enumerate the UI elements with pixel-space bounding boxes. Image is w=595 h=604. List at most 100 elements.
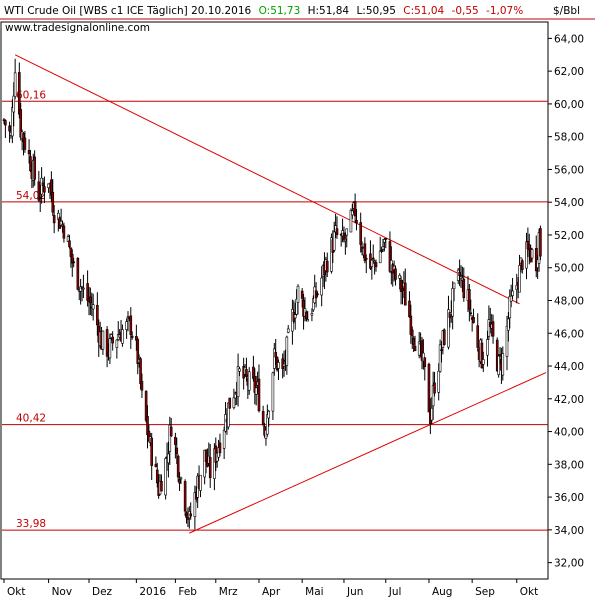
close-value: C:51,04: [403, 5, 444, 17]
candle-body: [193, 492, 197, 518]
candle-body: [27, 150, 31, 155]
candle-body: [29, 156, 32, 172]
candle-body: [472, 317, 475, 323]
y-tick-label: 42,00: [554, 394, 584, 406]
candle-body: [179, 477, 183, 480]
candle-body: [469, 312, 473, 315]
candle-body: [364, 258, 368, 260]
candle-body: [462, 278, 466, 299]
candle-body: [373, 260, 376, 263]
candle-body: [518, 265, 521, 293]
candle-body: [224, 414, 227, 432]
y-tick-label: 34,00: [554, 525, 584, 537]
candle-body: [52, 215, 56, 224]
change-value: -0,55: [452, 5, 479, 17]
candle-body: [139, 358, 142, 384]
candle-body: [121, 329, 124, 344]
candle-body: [325, 260, 329, 273]
candle-body: [18, 72, 21, 115]
candle-body: [310, 313, 314, 316]
candle-body: [408, 300, 411, 318]
candle-body: [410, 329, 414, 336]
candle-body: [380, 250, 383, 252]
candle-body: [105, 329, 109, 357]
x-tick-label: Jul: [388, 586, 402, 598]
candle-body: [370, 259, 374, 267]
candle-body: [509, 295, 513, 302]
trendlines: [14, 54, 547, 534]
candle-body: [274, 352, 277, 358]
candle-body: [86, 283, 89, 301]
candle-body: [293, 314, 297, 319]
candle-body: [199, 474, 202, 491]
candle-body: [282, 363, 286, 367]
candle-body: [125, 321, 128, 330]
candle-body: [384, 238, 388, 240]
y-tick-label: 50,00: [554, 263, 584, 275]
candle-body: [511, 290, 514, 296]
candle-body: [345, 228, 349, 236]
x-tick-label: Apr: [262, 586, 281, 598]
candle-body: [101, 330, 105, 350]
candle-body: [458, 272, 461, 276]
candle-body: [257, 378, 261, 412]
candle-body: [208, 457, 212, 479]
candle-body: [281, 358, 284, 369]
candle-body: [452, 282, 456, 290]
unit-label: $/Bbl: [553, 5, 580, 17]
candle-body: [521, 260, 524, 270]
candle-body: [491, 321, 495, 337]
y-tick-label: 36,00: [554, 492, 584, 504]
y-axis: 32,00 34,00 36,00 38,00 40,00 42,00 44,00 46,00…: [548, 33, 584, 570]
candle-body: [91, 304, 95, 310]
candle-body: [175, 447, 179, 454]
candle-body: [497, 355, 500, 375]
y-tick-label: 56,00: [554, 164, 584, 176]
candle-body: [378, 250, 382, 264]
candle-body: [261, 411, 265, 425]
candlesticks: [2, 58, 542, 530]
y-tick-label: 58,00: [554, 132, 584, 144]
candle-body: [43, 186, 46, 193]
header-line: WTI Crude Oil [WBS c1 ICE Täglich] 20.10…: [4, 5, 523, 17]
x-tick-label: Jun: [346, 586, 363, 598]
candle-body: [371, 257, 375, 260]
instrument-name: WTI Crude Oil [WBS c1 ICE Täglich] 20.10…: [4, 5, 252, 17]
candle-body: [437, 370, 441, 393]
candle-body: [332, 231, 336, 251]
candle-body: [476, 325, 480, 348]
candle-body: [312, 298, 315, 311]
candle-body: [96, 304, 99, 326]
y-tick-label: 60,00: [554, 99, 584, 111]
candle-body: [423, 357, 427, 367]
candle-body: [111, 336, 114, 344]
candle-body: [136, 339, 140, 365]
candle-body: [40, 177, 43, 195]
candle-body: [286, 328, 290, 333]
candle-body: [115, 339, 119, 348]
x-tick-label: Okt: [7, 586, 25, 598]
candle-body: [19, 109, 23, 138]
candle-body: [482, 359, 485, 365]
candle-body: [355, 220, 358, 224]
candle-body: [430, 407, 434, 421]
candle-body: [427, 363, 431, 413]
high-value: H:51,84: [308, 5, 350, 17]
candle-body: [164, 458, 167, 496]
x-tick-label: Mai: [305, 586, 323, 598]
candle-body: [222, 429, 226, 449]
candle-body: [442, 329, 446, 345]
candle-body: [344, 239, 347, 242]
candle-body: [160, 480, 163, 492]
candle-body: [76, 258, 80, 290]
candle-body: [335, 228, 339, 235]
x-tick-label: Sep: [475, 586, 495, 598]
candle-body: [4, 120, 7, 126]
candle-body: [342, 232, 346, 241]
candle-body: [23, 137, 27, 150]
candle-body: [183, 481, 187, 512]
candle-body: [236, 366, 240, 397]
candle-body: [169, 426, 173, 437]
candle-body: [8, 125, 11, 132]
